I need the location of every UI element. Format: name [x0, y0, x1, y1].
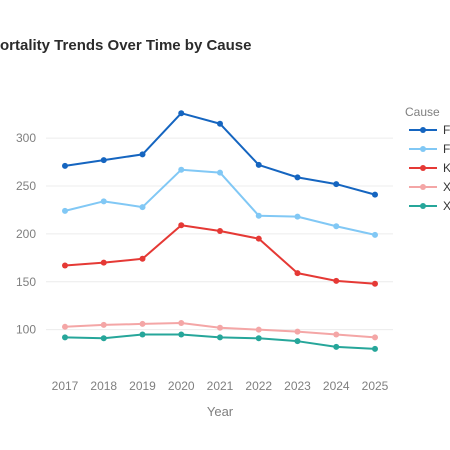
- data-point: [178, 222, 185, 229]
- y-tick-label: 200: [16, 227, 36, 241]
- data-point: [217, 334, 223, 341]
- data-point: [178, 110, 185, 117]
- data-point: [255, 335, 262, 342]
- data-point: [255, 326, 262, 333]
- legend-label: F: [443, 123, 450, 137]
- data-point: [372, 280, 378, 287]
- data-point: [217, 169, 223, 176]
- legend-label: X: [443, 180, 450, 194]
- y-tick-label: 150: [16, 275, 36, 289]
- data-point: [178, 319, 185, 326]
- x-tick-label: 2020: [168, 379, 195, 393]
- legend-item: K: [409, 161, 450, 175]
- x-axis-ticks: 2017 2018 2019 2020 2021 2022 2023 2024 2025: [52, 379, 389, 393]
- legend-item: X: [409, 199, 450, 213]
- data-point: [100, 335, 107, 342]
- legend-item: F: [409, 123, 450, 137]
- legend-swatch-marker: [420, 184, 426, 190]
- data-point: [294, 328, 301, 335]
- series-2: [62, 166, 378, 238]
- x-tick-label: 2018: [90, 379, 117, 393]
- series-lines: [62, 110, 378, 352]
- data-point: [100, 157, 107, 164]
- data-point: [139, 204, 146, 211]
- data-point: [62, 262, 68, 269]
- series-3: [62, 222, 378, 287]
- data-point: [372, 345, 378, 352]
- data-point: [139, 151, 146, 158]
- data-point: [62, 323, 68, 330]
- series-1: [62, 110, 378, 198]
- data-point: [100, 321, 107, 328]
- data-point: [372, 191, 378, 198]
- y-tick-label: 300: [16, 131, 36, 145]
- data-point: [294, 174, 301, 181]
- legend-title: Cause: [405, 105, 440, 119]
- data-point: [372, 231, 378, 238]
- legend-swatch-marker: [420, 203, 426, 209]
- y-tick-label: 250: [16, 179, 36, 193]
- legend-label: F: [443, 142, 450, 156]
- data-point: [333, 343, 340, 350]
- series-4: [62, 319, 378, 341]
- y-tick-label: 100: [16, 323, 36, 337]
- x-tick-label: 2022: [245, 379, 272, 393]
- data-point: [100, 259, 107, 266]
- x-tick-label: 2017: [52, 379, 79, 393]
- x-tick-label: 2024: [323, 379, 350, 393]
- data-point: [178, 331, 185, 338]
- data-point: [217, 228, 223, 235]
- data-point: [217, 120, 223, 127]
- y-axis-ticks: 100 150 200 250 300: [16, 131, 36, 337]
- data-point: [294, 213, 301, 220]
- data-point: [333, 331, 340, 338]
- data-point: [255, 212, 262, 219]
- legend-label: X: [443, 199, 450, 213]
- data-point: [333, 223, 340, 230]
- legend-swatch-marker: [420, 127, 426, 133]
- data-point: [217, 324, 223, 331]
- series-5: [62, 331, 378, 352]
- legend-item: X: [409, 180, 450, 194]
- data-point: [139, 331, 146, 338]
- data-point: [139, 255, 146, 262]
- legend-item: F: [409, 142, 450, 156]
- data-point: [178, 166, 185, 173]
- x-tick-label: 2023: [284, 379, 311, 393]
- data-point: [372, 334, 378, 341]
- data-point: [294, 338, 301, 345]
- legend-label: K: [443, 161, 450, 175]
- x-tick-label: 2021: [207, 379, 234, 393]
- series-line: [64, 168, 376, 236]
- chart-title: ortality Trends Over Time by Cause: [0, 37, 251, 54]
- legend-swatch-marker: [420, 146, 426, 152]
- data-point: [294, 270, 301, 277]
- x-tick-label: 2019: [129, 379, 156, 393]
- x-axis-label: Year: [207, 404, 234, 419]
- data-point: [62, 334, 68, 341]
- data-point: [100, 198, 107, 205]
- data-point: [62, 162, 68, 169]
- legend-swatch-marker: [420, 165, 426, 171]
- data-point: [62, 207, 68, 214]
- data-point: [139, 320, 146, 327]
- data-point: [333, 181, 340, 188]
- data-point: [255, 235, 262, 242]
- x-tick-label: 2025: [362, 379, 389, 393]
- data-point: [255, 161, 262, 168]
- data-point: [333, 277, 340, 284]
